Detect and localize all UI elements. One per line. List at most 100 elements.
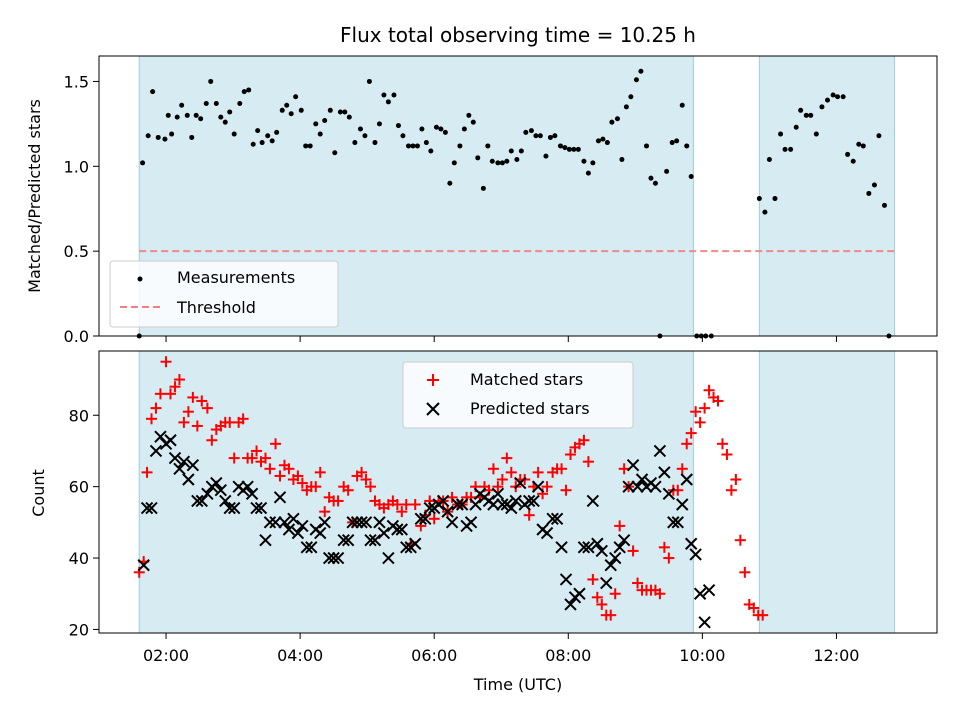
measurement-point [346,114,352,120]
predicted-star-point [314,526,327,540]
matched-star-point [201,402,213,414]
y-tick-label: 20 [69,620,89,639]
matched-star-point [360,474,372,486]
measurement-point [638,68,644,74]
predicted-star-point [622,480,635,493]
measurement-point [628,94,634,100]
measurement-point [619,157,625,163]
bottom-legend-box [402,361,634,429]
top-y-ticks: 0.0 0.5 1.0 1.5 [64,72,99,346]
predicted-star-point [464,516,478,529]
measurement-point [845,151,851,157]
matched-star-point [178,416,190,428]
predicted-star-point [653,444,667,458]
measurement-point [447,180,453,186]
matched-star-point [187,391,199,403]
measurement-point [288,111,294,117]
matched-star-point [672,484,684,496]
measurement-point [307,143,313,149]
measurement-point [819,104,825,110]
matched-star-point [160,356,172,368]
matched-star-point [191,420,203,432]
measurement-point [664,168,670,174]
matched-star-point [251,445,263,457]
matched-star-point [596,598,608,610]
measurement-point [856,141,862,147]
legend-measurements-label: Measurements [177,268,295,287]
top-plot-frame [98,55,938,337]
matched-star-point [658,541,670,553]
matched-star-point [721,449,733,461]
matched-star-point [274,470,286,482]
measurement-point [193,112,199,118]
measurement-point [840,94,846,100]
measurement-point [514,157,520,163]
measurement-point [470,119,476,125]
measurement-point [547,134,553,140]
measurement-point [669,140,675,146]
measurement-point [391,92,397,98]
measurement-point [414,143,420,149]
matched-star-point [654,588,666,600]
measurement-point [298,107,304,113]
measurement-point [400,133,406,139]
predicted-star-point [591,537,604,550]
matched-star-point [505,466,517,478]
matched-star-point [428,513,440,525]
y-tick-label: 1.0 [64,157,89,176]
predicted-star-point [368,533,382,547]
matched-star-point [314,466,326,478]
measurement-point [633,77,639,83]
matched-star-point [716,438,728,450]
measurement-point [457,143,463,149]
y-tick-label: 80 [69,406,89,425]
measurement-point [303,143,309,149]
measurement-point [475,155,481,161]
matched-star-point [332,495,344,507]
measurement-point [352,140,358,146]
measurement-point [813,131,819,137]
measurement-point [876,133,882,139]
measurement-point [265,133,271,139]
measurement-point [798,107,804,113]
matched-star-point [264,463,276,475]
measurement-point [543,153,549,159]
predicted-star-point [364,533,377,547]
predicted-star-point [505,501,518,515]
matched-star-point [757,609,769,621]
matched-star-point [310,481,322,493]
measurement-point [575,146,581,152]
matched-star-point [292,470,304,482]
predicted-star-point [667,516,680,529]
top-measurement-points [136,68,892,339]
predicted-star-point [341,533,355,547]
measurement-point [410,143,416,149]
matched-star-point [487,463,499,475]
predicted-star-point [702,583,716,597]
matched-star-point [712,395,724,407]
predicted-star-point [671,516,684,529]
predicted-star-point [273,491,287,504]
measurement-point [566,146,572,152]
y-tick-label: 0.0 [64,327,89,346]
measurement-point [313,121,319,127]
predicted-star-point [487,498,500,511]
measurement-point [600,136,606,142]
predicted-star-point [140,501,154,515]
measurement-point [860,143,866,149]
measurement-point [585,170,591,176]
predicted-star-point [154,430,167,443]
predicted-star-point [373,516,386,529]
matched-star-point [501,452,513,464]
predicted-star-point [509,494,522,508]
measurement-point [250,141,256,147]
measurement-point [293,94,299,100]
predicted-star-point [689,548,702,561]
predicted-star-point [337,533,350,547]
top-legend: Measurements Threshold [109,260,339,328]
measurement-point [208,78,214,84]
measurement-point [528,128,534,134]
predicted-star-point [195,494,209,508]
measurement-point [485,143,491,149]
measurement-point [218,114,224,120]
